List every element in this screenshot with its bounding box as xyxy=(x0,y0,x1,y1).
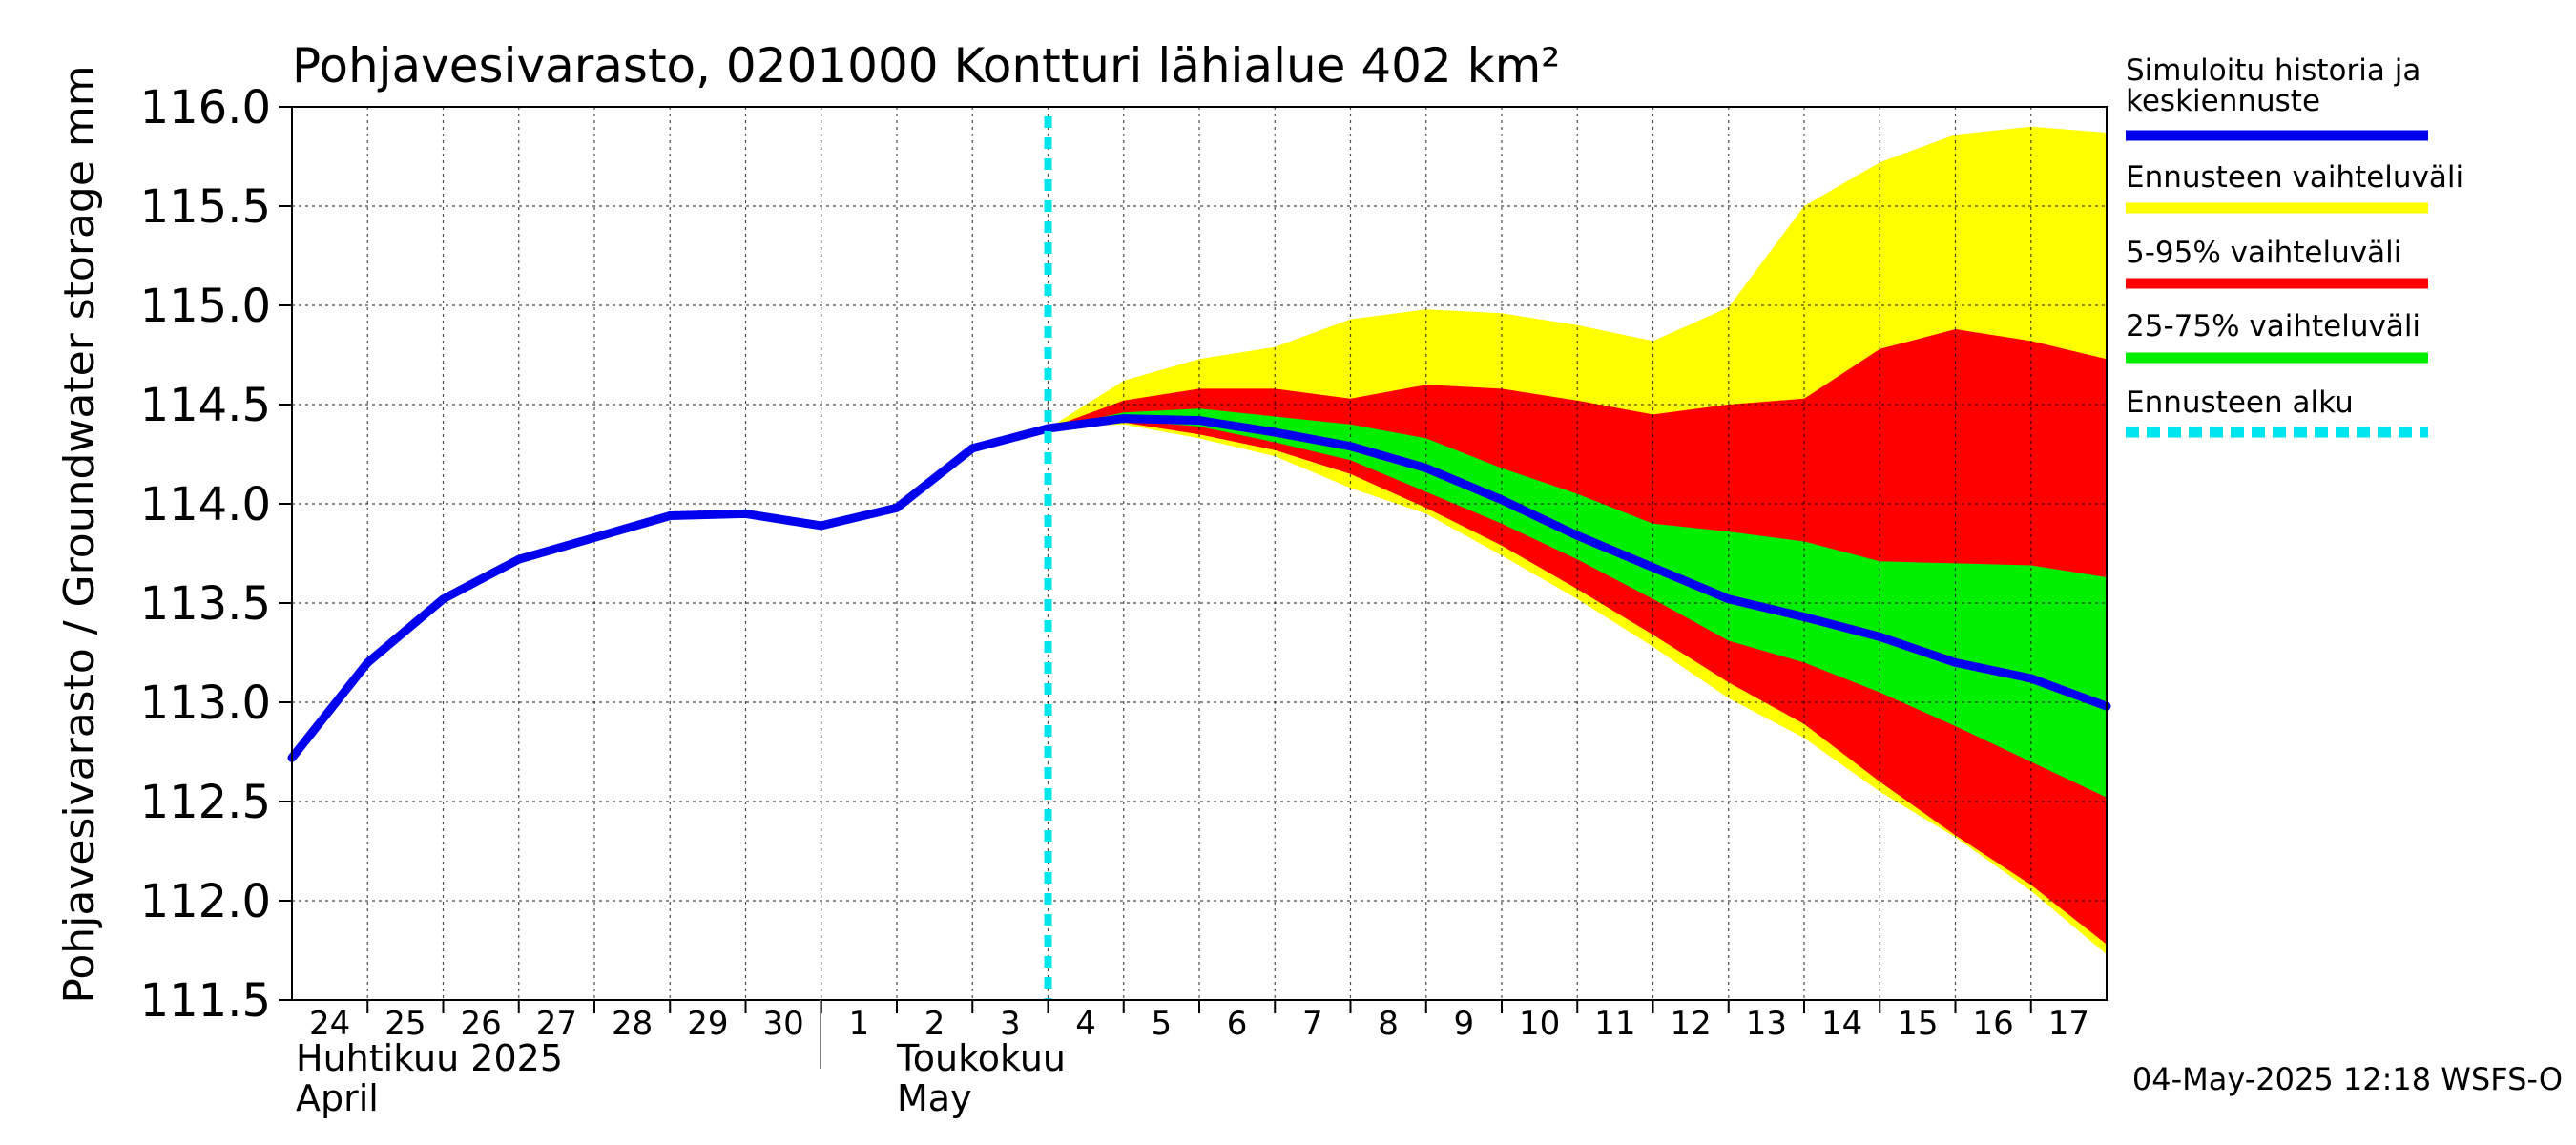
legend-label-3-0: 25-75% vaihteluväli xyxy=(2126,309,2420,344)
xtick-label-7: 1 xyxy=(849,1005,870,1043)
xtick-label-0: 24 xyxy=(309,1005,350,1043)
series-lines xyxy=(287,414,2111,762)
xtick-label-6: 30 xyxy=(762,1005,803,1043)
xtick-label-14: 8 xyxy=(1378,1005,1399,1043)
xtick-label-1: 25 xyxy=(384,1005,426,1043)
xtick-label-5: 29 xyxy=(687,1005,728,1043)
xtick-label-22: 16 xyxy=(1972,1005,2013,1043)
xtick-label-4: 28 xyxy=(612,1005,653,1043)
ytick-label-7: 112.5 xyxy=(140,776,271,829)
ytick-label-1: 115.5 xyxy=(140,180,271,234)
ytick-label-0: 116.0 xyxy=(140,81,271,135)
xtick-label-9: 3 xyxy=(1000,1005,1021,1043)
xtick-label-20: 14 xyxy=(1821,1005,1862,1043)
xtick-label-10: 4 xyxy=(1075,1005,1096,1043)
xtick-label-15: 9 xyxy=(1454,1005,1475,1043)
ytick-label-6: 113.0 xyxy=(140,677,271,730)
month-label-may-fi: Toukokuu xyxy=(896,1037,1066,1079)
legend-label-0-0: Simuloitu historia ja xyxy=(2126,53,2420,88)
xtick-label-23: 17 xyxy=(2048,1005,2089,1043)
series-line-0 xyxy=(287,414,2111,762)
xtick-label-12: 6 xyxy=(1227,1005,1248,1043)
y-axis-label: Pohjavesivarasto / Groundwater storage m… xyxy=(55,65,104,1003)
ytick-label-5: 113.5 xyxy=(140,577,271,631)
xtick-label-2: 26 xyxy=(460,1005,501,1043)
month-label-april-fi: Huhtikuu 2025 xyxy=(296,1037,563,1079)
xtick-label-3: 27 xyxy=(536,1005,577,1043)
xtick-label-18: 12 xyxy=(1670,1005,1711,1043)
legend-label-0-1: keskiennuste xyxy=(2126,84,2320,118)
band-1 xyxy=(1048,329,2107,945)
legend-label-4-0: Ennusteen alku xyxy=(2126,385,2354,420)
xtick-label-21: 15 xyxy=(1897,1005,1938,1043)
ytick-label-2: 115.0 xyxy=(140,280,271,333)
month-label-may-en: May xyxy=(897,1077,972,1119)
chart-title: Pohjavesivarasto, 0201000 Kontturi lähia… xyxy=(292,38,1560,94)
legend-label-2-0: 5-95% vaihteluväli xyxy=(2126,236,2401,270)
timestamp: 04-May-2025 12:18 WSFS-O xyxy=(2132,1061,2563,1097)
ytick-label-8: 112.0 xyxy=(140,875,271,928)
ytick-label-3: 114.5 xyxy=(140,379,271,432)
x-axis-ticks: 24 25 26 27 28 29 30 1 2 3 4 5 6 7 8 9 10 11 12 13 14 15 16 17 xyxy=(309,1000,2089,1043)
month-label-april-en: April xyxy=(296,1077,379,1119)
legend-label-1-0: Ennusteen vaihteluväli xyxy=(2126,160,2463,195)
ytick-label-4: 114.0 xyxy=(140,478,271,531)
ytick-label-9: 111.5 xyxy=(140,974,271,1028)
xtick-label-8: 2 xyxy=(924,1005,945,1043)
xtick-label-13: 7 xyxy=(1302,1005,1323,1043)
xtick-label-11: 5 xyxy=(1152,1005,1173,1043)
xtick-label-17: 11 xyxy=(1594,1005,1635,1043)
y-axis-ticks: 116.0 115.5 115.0 114.5 114.0 113.5 113.0 112.5… xyxy=(140,81,292,1028)
grid-lines xyxy=(292,106,2107,1000)
xtick-label-16: 10 xyxy=(1519,1005,1560,1043)
xtick-label-19: 13 xyxy=(1746,1005,1787,1043)
